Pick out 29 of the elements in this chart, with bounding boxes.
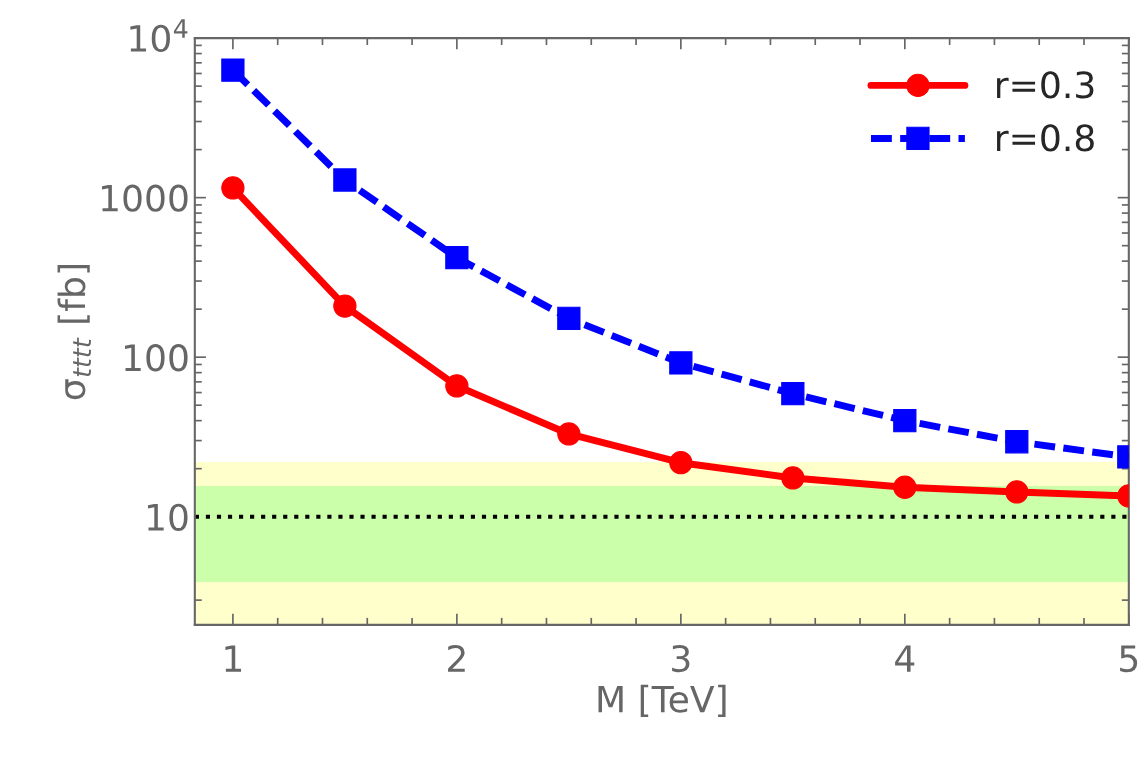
point [445, 374, 469, 398]
x-tick-label: 2 [448, 644, 465, 672]
y-tick-label: 10 [147, 503, 188, 531]
y-tick-label: 10$^{4}$ [130, 19, 188, 53]
point [557, 422, 581, 446]
point [333, 294, 357, 318]
point [893, 409, 917, 433]
y-axis-title: σ$_{tttt}$ [fb] [57, 265, 91, 400]
point [557, 306, 581, 331]
legend-label: r=0.3 [997, 71, 1094, 99]
point [893, 475, 917, 499]
point [1005, 430, 1029, 454]
x-tick-label: 3 [672, 644, 690, 673]
point [221, 58, 245, 82]
x-tick-label: 4 [895, 645, 915, 672]
point [781, 382, 805, 406]
point [669, 351, 693, 375]
y-tick-label: 1000 [102, 184, 188, 212]
point [1005, 480, 1029, 504]
point [669, 451, 693, 475]
point [221, 176, 245, 200]
x-tick-label: 5 [1120, 645, 1138, 673]
y-tick-label: 100 [125, 344, 188, 372]
legend-label: r=0.8 [997, 124, 1094, 152]
x-axis-title: M [TeV] [598, 684, 726, 717]
point [781, 466, 805, 490]
point [445, 246, 469, 270]
point [333, 168, 357, 192]
x-tick-label: 1 [225, 645, 242, 672]
